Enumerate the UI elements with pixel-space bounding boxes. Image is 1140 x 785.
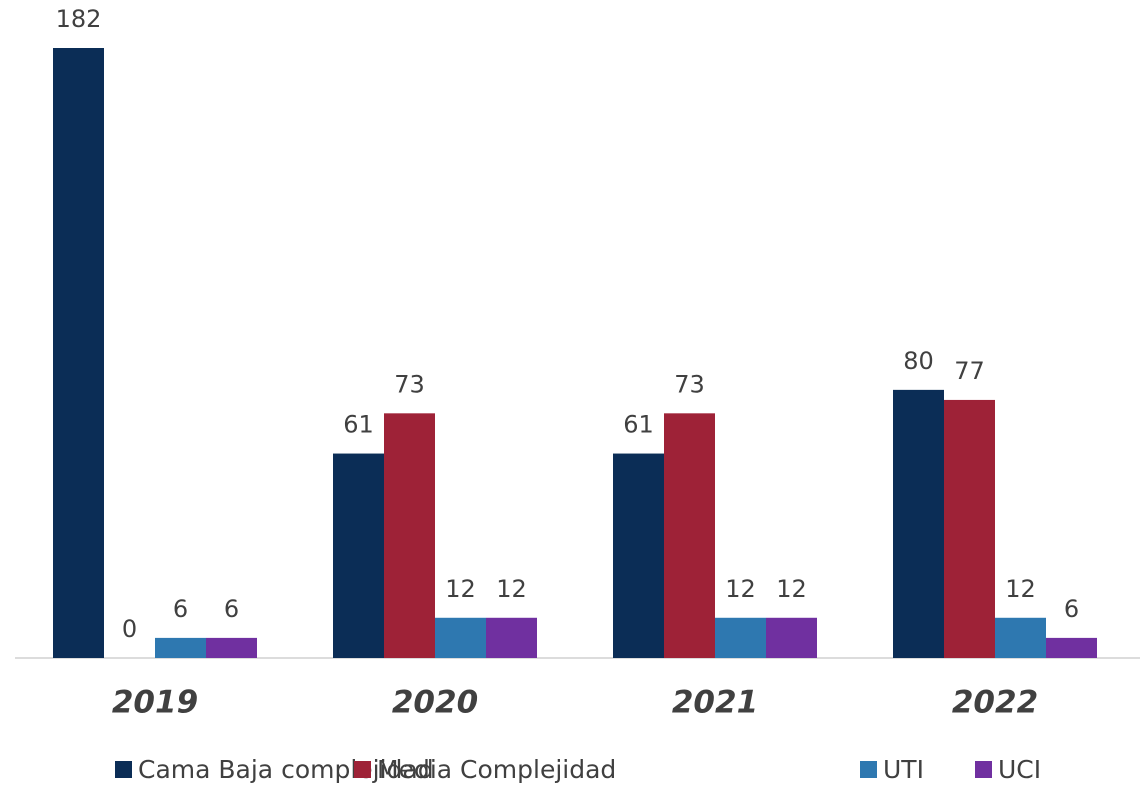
bar — [1046, 637, 1097, 658]
value-label: 182 — [56, 5, 102, 33]
x-tick-label: 2019 — [112, 685, 198, 721]
bar — [715, 617, 766, 658]
bar — [333, 453, 384, 658]
value-label: 6 — [173, 595, 188, 623]
x-tick-label: 2020 — [392, 685, 478, 721]
bar — [944, 399, 995, 658]
value-label: 12 — [725, 575, 756, 603]
bar — [486, 617, 537, 658]
legend-swatch — [860, 761, 877, 778]
value-label: 0 — [122, 615, 137, 643]
value-label: 12 — [1005, 575, 1036, 603]
legend-label: Media Complejidad — [377, 755, 616, 784]
value-label: 6 — [1064, 595, 1079, 623]
legend-label: UTI — [883, 755, 924, 784]
bar — [766, 617, 817, 658]
bar — [995, 617, 1046, 658]
legend-label: Cama Baja complejidad — [138, 755, 434, 784]
value-label: 73 — [394, 370, 425, 398]
bar — [893, 389, 944, 658]
value-label: 77 — [954, 357, 985, 385]
legend-label: UCI — [998, 755, 1041, 784]
value-label: 61 — [623, 411, 654, 439]
bar — [664, 413, 715, 658]
legend-swatch — [115, 761, 132, 778]
bar — [613, 453, 664, 658]
bar — [435, 617, 486, 658]
value-label: 12 — [445, 575, 476, 603]
x-tick-label: 2022 — [952, 685, 1038, 721]
bar — [155, 637, 206, 658]
legend-swatch — [354, 761, 371, 778]
value-label: 73 — [674, 370, 705, 398]
value-label: 61 — [343, 411, 374, 439]
value-label: 6 — [224, 595, 239, 623]
value-label: 80 — [903, 347, 934, 375]
value-label: 12 — [776, 575, 807, 603]
x-tick-label: 2021 — [672, 685, 758, 721]
value-label: 12 — [496, 575, 527, 603]
bar — [206, 637, 257, 658]
bar — [53, 48, 104, 658]
legend-swatch — [975, 761, 992, 778]
bar — [384, 413, 435, 658]
